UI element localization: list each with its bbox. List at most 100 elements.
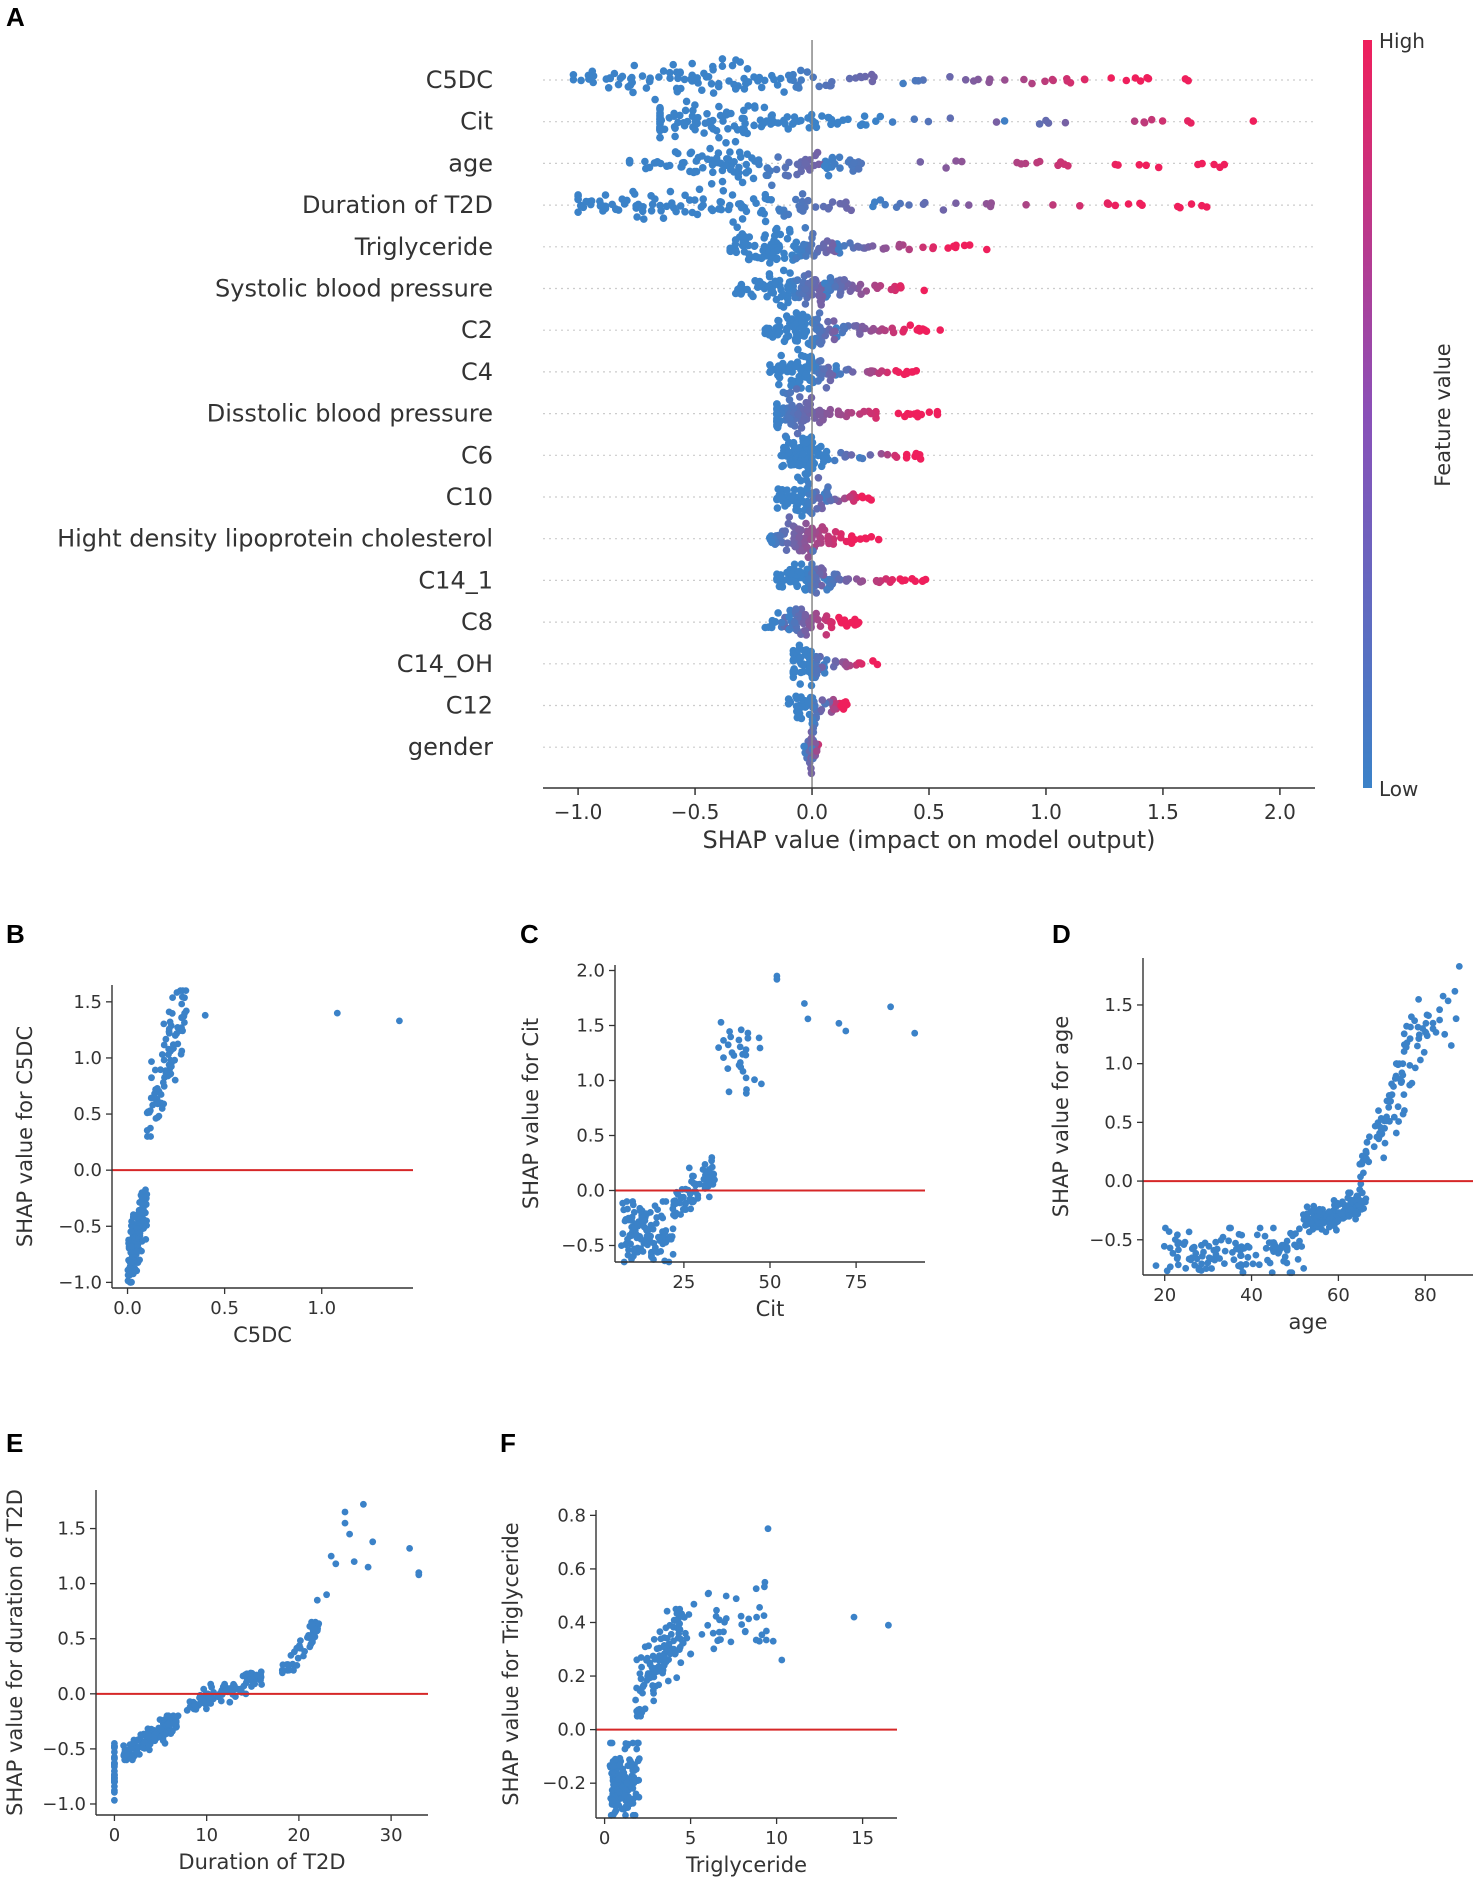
beeswarm-dot [848, 368, 857, 376]
beeswarm-dot [793, 160, 802, 169]
data-point [643, 1232, 651, 1240]
data-point [246, 1676, 254, 1684]
beeswarm-dot [620, 200, 629, 208]
data-point [655, 1663, 663, 1670]
beeswarm-dot [881, 200, 889, 209]
beeswarm-dot [786, 269, 794, 277]
data-point [240, 1682, 248, 1690]
beeswarm-dot [795, 567, 804, 576]
beeswarm-dot [709, 89, 718, 97]
beeswarm-dot [1066, 79, 1075, 87]
beeswarm-dot [1181, 75, 1190, 83]
beeswarm-dot [729, 218, 737, 226]
beeswarm-dot [822, 384, 831, 392]
beeswarm-dot [743, 65, 752, 73]
data-point [761, 1578, 769, 1586]
data-point [704, 1169, 712, 1176]
data-point [690, 1600, 698, 1608]
beeswarm-dot [836, 164, 844, 172]
data-point [191, 1702, 199, 1709]
beeswarm-dot [645, 163, 654, 172]
data-point [756, 1637, 763, 1645]
beeswarm-dot [929, 244, 937, 253]
beeswarm-dot [801, 610, 810, 619]
beeswarm-dot [764, 171, 772, 180]
data-point [148, 1058, 155, 1065]
data-point [669, 1250, 677, 1258]
beeswarm-dot [820, 162, 829, 170]
data-point [1255, 1261, 1263, 1269]
data-point [168, 1010, 176, 1017]
data-point [134, 1241, 142, 1249]
data-point [1356, 1186, 1364, 1193]
data-point [1375, 1107, 1382, 1114]
beeswarm-dot [823, 586, 831, 594]
data-point [1160, 1242, 1168, 1250]
beeswarm-dot [779, 266, 788, 275]
data-point [656, 1628, 664, 1636]
beeswarm-dot [794, 506, 803, 515]
data-point [1391, 1075, 1399, 1082]
data-point [1407, 1023, 1414, 1031]
beeswarm-dot [731, 85, 740, 93]
colorbar [1363, 40, 1372, 788]
data-point [140, 1216, 148, 1224]
data-point [153, 1085, 161, 1092]
data-point [637, 1675, 645, 1683]
feature-label: Cit [460, 108, 493, 136]
data-point [178, 1000, 186, 1008]
data-point [111, 1761, 118, 1769]
beeswarm-dot [802, 252, 810, 260]
beeswarm-dot [698, 152, 706, 160]
beeswarm-dot [1187, 200, 1196, 208]
y-tick-label: 1.5 [73, 992, 102, 1013]
panel-letter-f: F [500, 1428, 516, 1458]
beeswarm-dot [868, 242, 877, 250]
beeswarm-dot [680, 75, 689, 84]
data-point [1298, 1243, 1306, 1250]
beeswarm-dot [638, 207, 647, 216]
data-point [1356, 1197, 1364, 1205]
beeswarm-dot [774, 421, 783, 429]
beeswarm-dot [826, 246, 834, 254]
beeswarm-dot [669, 60, 677, 69]
data-point [1195, 1266, 1203, 1273]
beeswarm-dot [616, 74, 625, 83]
beeswarm-dot [777, 351, 785, 360]
beeswarm-dot [1103, 199, 1112, 208]
data-point [1181, 1238, 1189, 1246]
beeswarm-dot [844, 115, 852, 124]
beeswarm-dot [596, 202, 605, 210]
data-point [279, 1661, 287, 1669]
beeswarm-dot [785, 367, 794, 375]
data-point [634, 1757, 642, 1765]
beeswarm-dot [832, 365, 840, 373]
data-point [1261, 1232, 1269, 1240]
data-point [1300, 1265, 1308, 1272]
data-point [609, 1762, 617, 1770]
beeswarm-dot [872, 117, 880, 125]
beeswarm-dot [763, 326, 772, 335]
beeswarm-dot [787, 381, 795, 390]
data-point [752, 1585, 760, 1593]
feature-label: Triglyceride [354, 233, 493, 261]
data-point [681, 1206, 688, 1213]
data-point [1242, 1260, 1250, 1268]
beeswarm-dot [731, 289, 740, 298]
beeswarm-dot [734, 173, 743, 181]
data-point [1357, 1180, 1365, 1188]
beeswarm-dot [765, 270, 774, 278]
data-point [622, 1811, 629, 1819]
data-point [168, 1063, 175, 1070]
beeswarm-dot [804, 499, 812, 508]
beeswarm-dot [670, 123, 679, 131]
data-point [1289, 1232, 1296, 1240]
data-point [1208, 1265, 1215, 1272]
beeswarm-dot [854, 165, 863, 173]
data-point [1198, 1252, 1206, 1260]
beeswarm-dot [665, 161, 674, 170]
beeswarm-dot [601, 191, 610, 199]
data-point [727, 1033, 735, 1041]
panel-c-dependence-cit: 25 50 75 −0.5 0.0 0.5 1.0 1.5 2.0 Cit SHAP value f… [519, 961, 925, 1321]
panel-d-dependence-age: 20 40 60 80 −0.5 0.0 0.5 1.0 1.5 age SHAP value fo… [1049, 958, 1473, 1334]
